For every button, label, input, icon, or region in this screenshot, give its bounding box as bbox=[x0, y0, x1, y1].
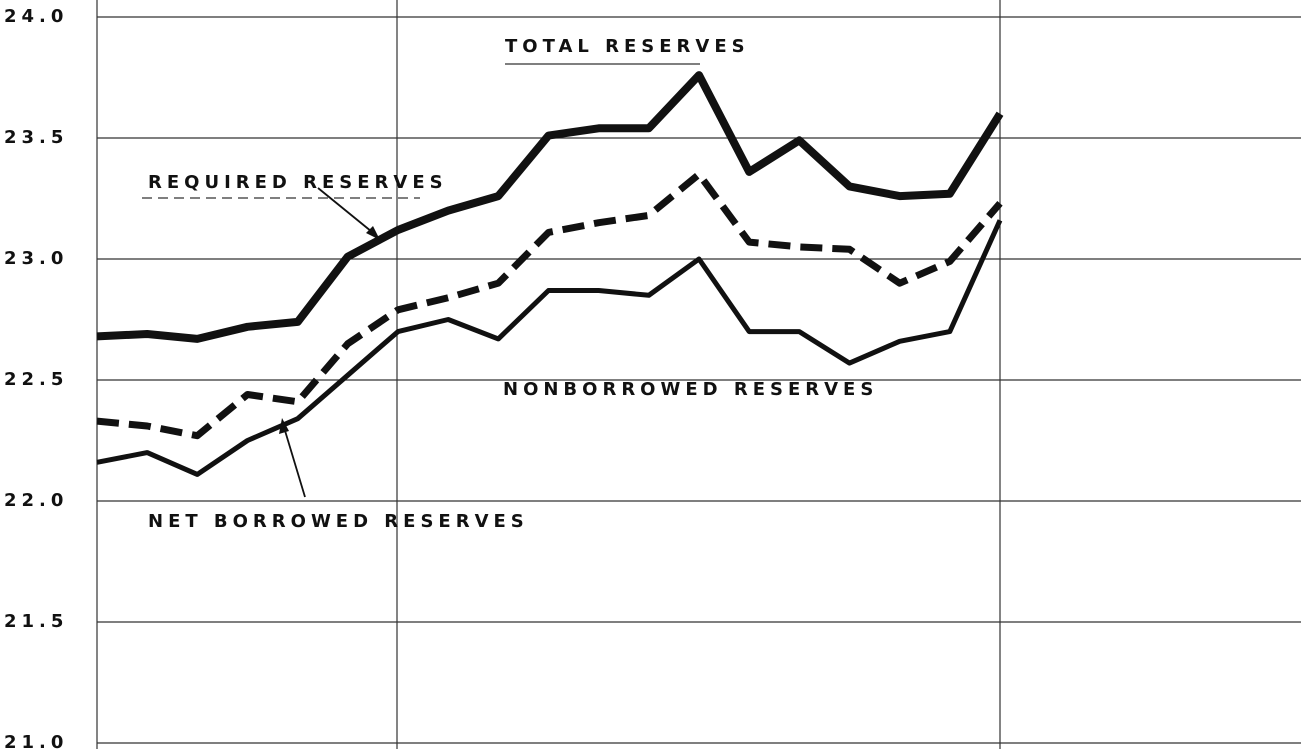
series-label: TOTAL RESERVES bbox=[505, 36, 750, 57]
y-tick-label: 24.0 bbox=[4, 6, 68, 27]
y-tick-label: 22.0 bbox=[4, 490, 68, 511]
series-line bbox=[96, 219, 1003, 477]
series-label: NONBORROWED RESERVES bbox=[503, 379, 878, 400]
arrowhead bbox=[366, 226, 380, 240]
y-tick-label: 21.5 bbox=[4, 611, 68, 632]
series-line bbox=[96, 71, 1004, 343]
series-line bbox=[96, 170, 1003, 440]
annotation: NET BORROWED RESERVES bbox=[148, 511, 529, 532]
y-tick-label: 23.5 bbox=[4, 127, 68, 148]
y-tick-label: 23.0 bbox=[4, 248, 68, 269]
y-tick-label: 21.0 bbox=[4, 732, 68, 749]
y-tick-label: 22.5 bbox=[4, 369, 68, 390]
arrow bbox=[282, 423, 306, 498]
arrow bbox=[317, 187, 378, 237]
series-label: REQUIRED RESERVES bbox=[148, 172, 448, 193]
